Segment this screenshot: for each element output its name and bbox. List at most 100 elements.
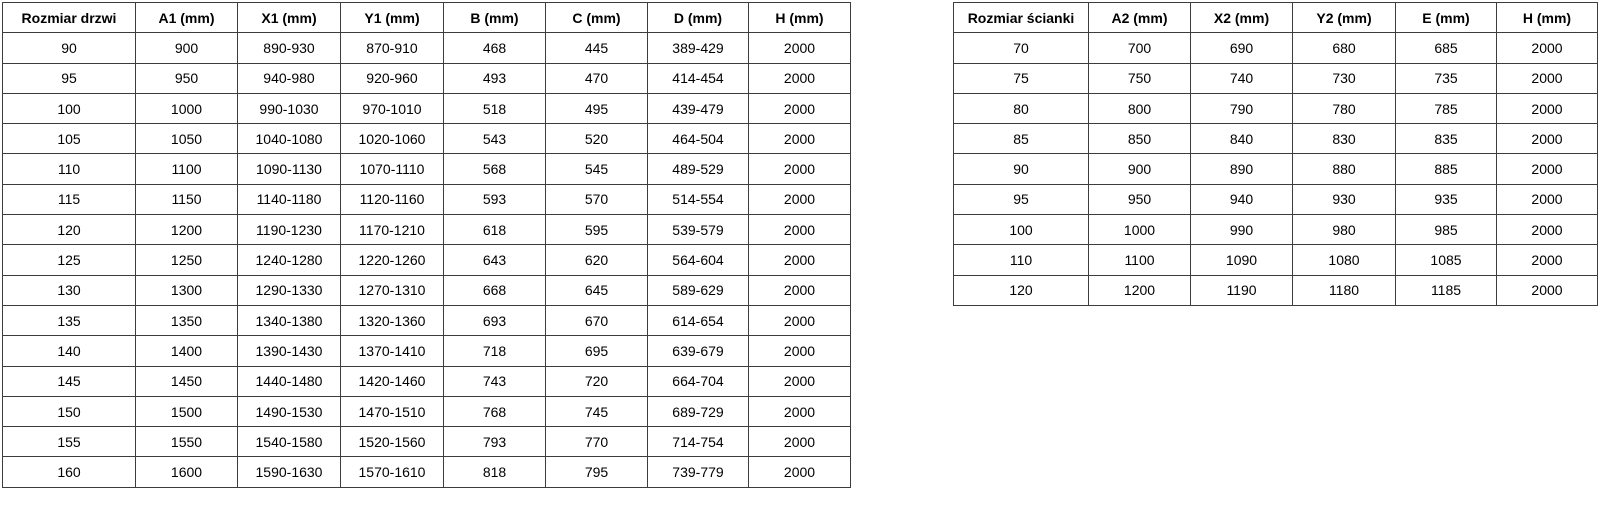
table-cell: 1090 xyxy=(1190,244,1293,276)
table-cell: 690 xyxy=(1190,32,1293,64)
table-cell: 1240-1280 xyxy=(237,244,341,276)
table-cell: 95 xyxy=(2,62,136,94)
table-cell: 1050 xyxy=(135,123,238,155)
table-cell: 780 xyxy=(1292,92,1396,125)
table-cell: 2000 xyxy=(1496,214,1598,246)
door-size-table: Rozmiar drzwi A1 (mm) X1 (mm) Y1 (mm) B (mm)… xyxy=(2,1,851,488)
table-cell: 639-679 xyxy=(647,335,749,367)
column-header: B (mm) xyxy=(443,1,546,34)
table-cell: 695 xyxy=(545,335,648,367)
table-cell: 1450 xyxy=(135,365,238,397)
table-row: 90 900 890 880 885 2000 xyxy=(953,153,1598,185)
table-row: 110 1100 1090-1130 1070-1110 568 545 489-529 20… xyxy=(2,153,851,185)
table-cell: 2000 xyxy=(748,365,851,397)
table-cell: 730 xyxy=(1292,62,1396,94)
door-table-header-row: Rozmiar drzwi A1 (mm) X1 (mm) Y1 (mm) B (mm)… xyxy=(2,1,851,34)
table-cell: 643 xyxy=(443,244,546,276)
table-cell: 1550 xyxy=(135,426,238,458)
table-cell: 835 xyxy=(1395,123,1497,155)
table-cell: 1320-1360 xyxy=(340,304,444,337)
column-header: Rozmiar drzwi xyxy=(2,1,136,34)
table-cell: 840 xyxy=(1190,123,1293,155)
table-cell: 439-479 xyxy=(647,92,749,125)
table-cell: 1120-1160 xyxy=(340,183,444,216)
table-cell: 1400 xyxy=(135,335,238,367)
table-cell: 2000 xyxy=(748,62,851,94)
table-cell: 2000 xyxy=(748,456,851,488)
table-cell: 2000 xyxy=(1496,183,1598,216)
table-cell: 1220-1260 xyxy=(340,244,444,276)
table-row: 150 1500 1490-1530 1470-1510 768 745 689-729 20… xyxy=(2,395,851,428)
table-cell: 160 xyxy=(2,456,136,488)
table-cell: 2000 xyxy=(1496,62,1598,94)
table-cell: 470 xyxy=(545,62,648,94)
table-cell: 818 xyxy=(443,456,546,488)
table-cell: 1200 xyxy=(135,214,238,246)
column-header: H (mm) xyxy=(1496,1,1598,34)
table-cell: 464-504 xyxy=(647,123,749,155)
table-cell: 414-454 xyxy=(647,62,749,94)
table-row: 95 950 940-980 920-960 493 470 414-454 2000 xyxy=(2,62,851,94)
table-cell: 1340-1380 xyxy=(237,304,341,337)
table-cell: 870-910 xyxy=(340,32,444,64)
table-cell: 445 xyxy=(545,32,648,64)
table-row: 120 1200 1190-1230 1170-1210 618 595 539-579 20… xyxy=(2,214,851,246)
table-cell: 140 xyxy=(2,335,136,367)
table-cell: 940-980 xyxy=(237,62,341,94)
table-cell: 105 xyxy=(2,123,136,155)
table-cell: 890-930 xyxy=(237,32,341,64)
table-cell: 2000 xyxy=(1496,244,1598,276)
table-cell: 564-604 xyxy=(647,244,749,276)
column-header: C (mm) xyxy=(545,1,648,34)
table-cell: 1490-1530 xyxy=(237,395,341,428)
table-cell: 645 xyxy=(545,274,648,306)
table-cell: 970-1010 xyxy=(340,92,444,125)
column-header: E (mm) xyxy=(1395,1,1497,34)
table-cell: 1290-1330 xyxy=(237,274,341,306)
table-cell: 2000 xyxy=(748,304,851,337)
table-cell: 120 xyxy=(2,214,136,246)
column-header: X1 (mm) xyxy=(237,1,341,34)
table-cell: 95 xyxy=(953,183,1089,216)
table-cell: 1150 xyxy=(135,183,238,216)
table-cell: 543 xyxy=(443,123,546,155)
table-cell: 693 xyxy=(443,304,546,337)
table-row: 80 800 790 780 785 2000 xyxy=(953,92,1598,125)
table-cell: 80 xyxy=(953,92,1089,125)
table-row: 100 1000 990-1030 970-1010 518 495 439-479 2000 xyxy=(2,92,851,125)
table-cell: 1190 xyxy=(1190,274,1293,306)
table-cell: 545 xyxy=(545,153,648,185)
table-cell: 110 xyxy=(2,153,136,185)
table-row: 120 1200 1190 1180 1185 2000 xyxy=(953,274,1598,306)
table-cell: 785 xyxy=(1395,92,1497,125)
table-cell: 795 xyxy=(545,456,648,488)
table-cell: 1200 xyxy=(1088,274,1191,306)
table-cell: 70 xyxy=(953,32,1089,64)
table-cell: 1390-1430 xyxy=(237,335,341,367)
table-cell: 2000 xyxy=(748,426,851,458)
table-cell: 90 xyxy=(2,32,136,64)
table-cell: 1600 xyxy=(135,456,238,488)
table-cell: 520 xyxy=(545,123,648,155)
table-cell: 2000 xyxy=(1496,123,1598,155)
wall-size-table: Rozmiar ścianki A2 (mm) X2 (mm) Y2 (mm) E (m… xyxy=(953,1,1598,306)
wall-table-header-row: Rozmiar ścianki A2 (mm) X2 (mm) Y2 (mm) E (m… xyxy=(953,1,1598,34)
table-cell: 2000 xyxy=(748,32,851,64)
table-cell: 1590-1630 xyxy=(237,456,341,488)
table-cell: 793 xyxy=(443,426,546,458)
table-cell: 518 xyxy=(443,92,546,125)
table-cell: 1090-1130 xyxy=(237,153,341,185)
table-cell: 2000 xyxy=(748,274,851,306)
table-cell: 595 xyxy=(545,214,648,246)
table-cell: 980 xyxy=(1292,214,1396,246)
table-cell: 2000 xyxy=(1496,153,1598,185)
table-cell: 614-654 xyxy=(647,304,749,337)
table-cell: 990 xyxy=(1190,214,1293,246)
table-row: 110 1100 1090 1080 1085 2000 xyxy=(953,244,1598,276)
table-cell: 1270-1310 xyxy=(340,274,444,306)
table-cell: 935 xyxy=(1395,183,1497,216)
table-cell: 1100 xyxy=(1088,244,1191,276)
table-row: 125 1250 1240-1280 1220-1260 643 620 564-604 20… xyxy=(2,244,851,276)
table-cell: 618 xyxy=(443,214,546,246)
column-header: D (mm) xyxy=(647,1,749,34)
